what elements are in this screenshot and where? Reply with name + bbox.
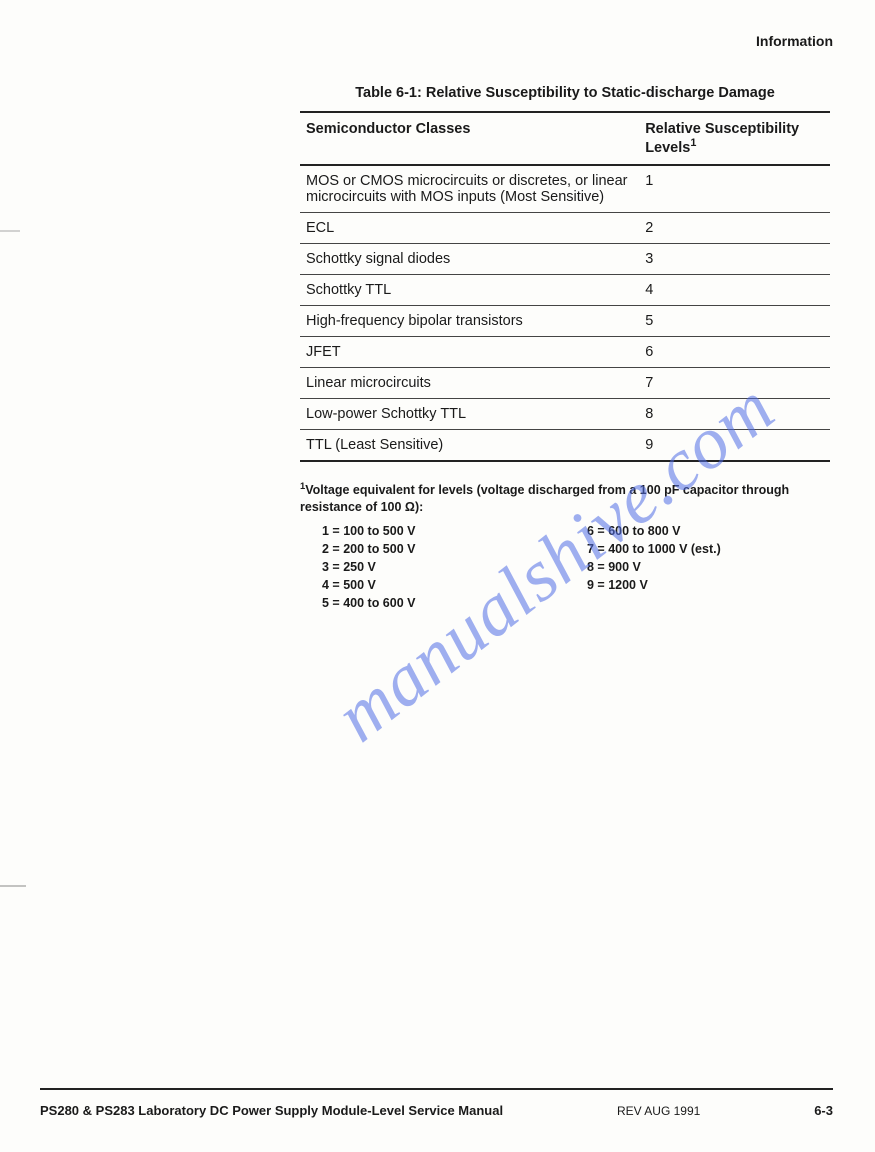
page-footer: PS280 & PS283 Laboratory DC Power Supply…: [40, 1103, 833, 1118]
table-header-col1: Semiconductor Classes: [300, 112, 639, 165]
table-row: High-frequency bipolar transistors5: [300, 305, 830, 336]
cell-class: TTL (Least Sensitive): [300, 429, 639, 461]
cell-class: JFET: [300, 336, 639, 367]
susceptibility-table: Semiconductor Classes Relative Susceptib…: [300, 111, 830, 462]
table-row: TTL (Least Sensitive)9: [300, 429, 830, 461]
cell-class: Schottky TTL: [300, 274, 639, 305]
footnote-text: Voltage equivalent for levels (voltage d…: [300, 483, 789, 514]
table-header-row: Semiconductor Classes Relative Susceptib…: [300, 112, 830, 165]
scan-artifact: [0, 885, 26, 887]
levels-col-left: 1 = 100 to 500 V 2 = 200 to 500 V 3 = 25…: [300, 522, 565, 613]
cell-class: Schottky signal diodes: [300, 243, 639, 274]
level-item: 5 = 400 to 600 V: [300, 594, 565, 612]
cell-level: 3: [639, 243, 830, 274]
cell-class: High-frequency bipolar transistors: [300, 305, 639, 336]
level-item: 2 = 200 to 500 V: [300, 540, 565, 558]
cell-class: MOS or CMOS microcircuits or discretes, …: [300, 165, 639, 213]
table-row: Schottky TTL4: [300, 274, 830, 305]
table-row: Schottky signal diodes3: [300, 243, 830, 274]
cell-level: 6: [639, 336, 830, 367]
table-body: MOS or CMOS microcircuits or discretes, …: [300, 165, 830, 461]
footer-title: PS280 & PS283 Laboratory DC Power Supply…: [40, 1103, 503, 1118]
cell-class: Linear microcircuits: [300, 367, 639, 398]
cell-level: 4: [639, 274, 830, 305]
level-item: 9 = 1200 V: [565, 576, 830, 594]
footnote: 1Voltage equivalent for levels (voltage …: [300, 480, 830, 613]
main-content: Table 6-1: Relative Susceptibility to St…: [300, 85, 830, 612]
level-item: 4 = 500 V: [300, 576, 565, 594]
page: Information Table 6-1: Relative Suscepti…: [0, 0, 875, 1152]
table-row: MOS or CMOS microcircuits or discretes, …: [300, 165, 830, 213]
cell-level: 7: [639, 367, 830, 398]
level-item: 3 = 250 V: [300, 558, 565, 576]
table-row: JFET6: [300, 336, 830, 367]
level-item: 7 = 400 to 1000 V (est.): [565, 540, 830, 558]
level-item: 6 = 600 to 800 V: [565, 522, 830, 540]
scan-artifact: [0, 230, 20, 232]
voltage-levels: 1 = 100 to 500 V 2 = 200 to 500 V 3 = 25…: [300, 522, 830, 613]
table-row: Linear microcircuits7: [300, 367, 830, 398]
table-header-col2-text: Relative Susceptibility Levels: [645, 121, 799, 156]
footer-revision: REV AUG 1991: [617, 1104, 700, 1118]
cell-class: ECL: [300, 212, 639, 243]
table-header-col2: Relative Susceptibility Levels1: [639, 112, 830, 165]
table-row: Low-power Schottky TTL8: [300, 398, 830, 429]
footer-page-number: 6-3: [814, 1103, 833, 1118]
cell-class: Low-power Schottky TTL: [300, 398, 639, 429]
cell-level: 1: [639, 165, 830, 213]
table-row: ECL2: [300, 212, 830, 243]
levels-col-right: 6 = 600 to 800 V 7 = 400 to 1000 V (est.…: [565, 522, 830, 613]
level-item: 8 = 900 V: [565, 558, 830, 576]
footer-rule: [40, 1088, 833, 1090]
table-header-sup: 1: [690, 137, 696, 149]
level-item: 1 = 100 to 500 V: [300, 522, 565, 540]
cell-level: 8: [639, 398, 830, 429]
table-title: Table 6-1: Relative Susceptibility to St…: [300, 85, 830, 101]
header-section-label: Information: [756, 33, 833, 49]
cell-level: 9: [639, 429, 830, 461]
cell-level: 2: [639, 212, 830, 243]
cell-level: 5: [639, 305, 830, 336]
